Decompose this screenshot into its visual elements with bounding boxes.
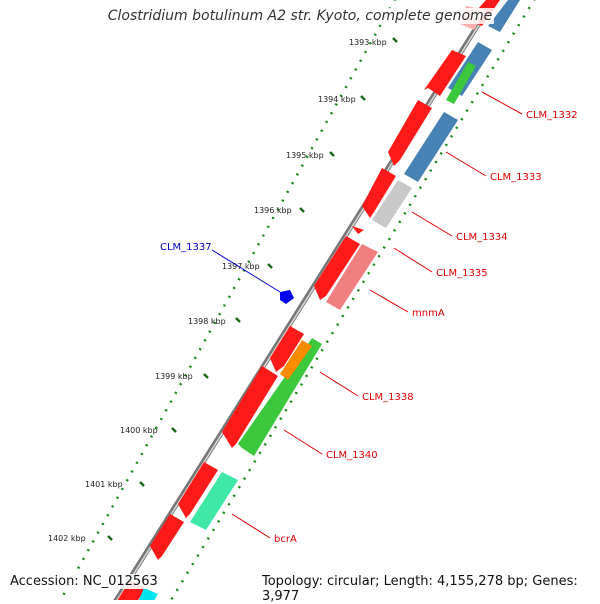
marker-clm1337 <box>280 290 294 304</box>
genome-backbone <box>113 0 497 600</box>
tick-label: 1399 kbp <box>155 372 193 381</box>
gene-label: bcrA <box>274 534 297 545</box>
tick-mark <box>267 263 273 269</box>
tick-mark <box>235 317 241 323</box>
gene-label: CLM_1334 <box>456 232 508 243</box>
cds-forward-block <box>388 100 432 166</box>
tick-marks <box>107 37 398 541</box>
feature-lightgray <box>372 180 412 228</box>
leader-line <box>283 429 323 455</box>
feature-pink <box>326 244 378 310</box>
leader-line <box>231 513 271 539</box>
tick-mark <box>107 535 113 541</box>
tick-mark <box>203 373 209 379</box>
leader-line <box>393 247 433 273</box>
tick-mark <box>329 151 335 157</box>
tick-mark <box>392 37 398 43</box>
cds-forward-block <box>314 236 360 300</box>
tick-mark <box>139 481 145 487</box>
gene-label: CLM_1333 <box>490 172 542 183</box>
tick-label: 1396 kbp <box>254 206 292 215</box>
accession-label: Accession: NC_012563 <box>8 574 160 589</box>
cds-forward-block <box>150 514 184 560</box>
tick-ring-outer <box>59 0 396 600</box>
cds-forward-block <box>270 326 304 372</box>
cds-forward-block <box>178 462 218 518</box>
cds-forward-block <box>424 50 466 96</box>
tick-label: 1395 kbp <box>286 151 324 160</box>
cds-forward-block <box>362 168 396 218</box>
gene-label: CLM_1335 <box>436 268 488 279</box>
genome-summary-label: Topology: circular; Length: 4,155,278 bp… <box>260 574 600 604</box>
tick-label: 1400 kbp <box>120 426 158 435</box>
leader-line <box>445 151 487 177</box>
feature-green <box>446 62 476 104</box>
leader-line <box>369 289 409 313</box>
gene-label: CLM_1337 <box>160 242 212 253</box>
leader-line <box>211 249 281 293</box>
map-title: Clostridium botulinum A2 str. Kyoto, com… <box>0 8 600 24</box>
feature-orange <box>280 340 312 380</box>
feature-green <box>238 338 322 456</box>
leader-line <box>319 371 359 397</box>
leader-line <box>481 91 523 115</box>
cds-forward-block <box>222 366 278 448</box>
feature-cyan <box>138 588 158 600</box>
label-leaders <box>211 91 523 539</box>
tick-mark <box>299 207 305 213</box>
tick-label: 1393 kbp <box>349 38 387 47</box>
tick-ring-inner <box>169 0 536 600</box>
tick-labels: 1393 kbp 1394 kbp 1395 kbp 1396 kbp 1397… <box>48 38 387 543</box>
colored-features <box>138 0 520 600</box>
tick-label: 1402 kbp <box>48 534 86 543</box>
map-title-text: Clostridium botulinum A2 str. Kyoto, com… <box>105 8 495 24</box>
leader-line <box>411 211 453 237</box>
gene-label: mnmA <box>412 308 445 319</box>
tick-label: 1398 kbp <box>188 317 226 326</box>
tick-mark <box>171 427 177 433</box>
gene-label: CLM_1340 <box>326 450 378 461</box>
tick-label: 1394 kbp <box>318 95 356 104</box>
gene-label: CLM_1332 <box>526 110 578 121</box>
feature-aquamarine <box>190 472 238 530</box>
tick-label: 1401 kbp <box>85 480 123 489</box>
cds-forward-small <box>352 226 364 234</box>
feature-steelblue <box>404 112 458 182</box>
genome-backbone-highlight <box>116 0 496 600</box>
feature-steelblue <box>488 0 520 32</box>
tick-mark <box>360 95 366 101</box>
tick-label: 1397 kbp <box>222 262 260 271</box>
gene-labels: CLM_1332 CLM_1333 CLM_1334 CLM_1335 mnmA… <box>160 110 578 545</box>
gene-label: CLM_1338 <box>362 392 414 403</box>
